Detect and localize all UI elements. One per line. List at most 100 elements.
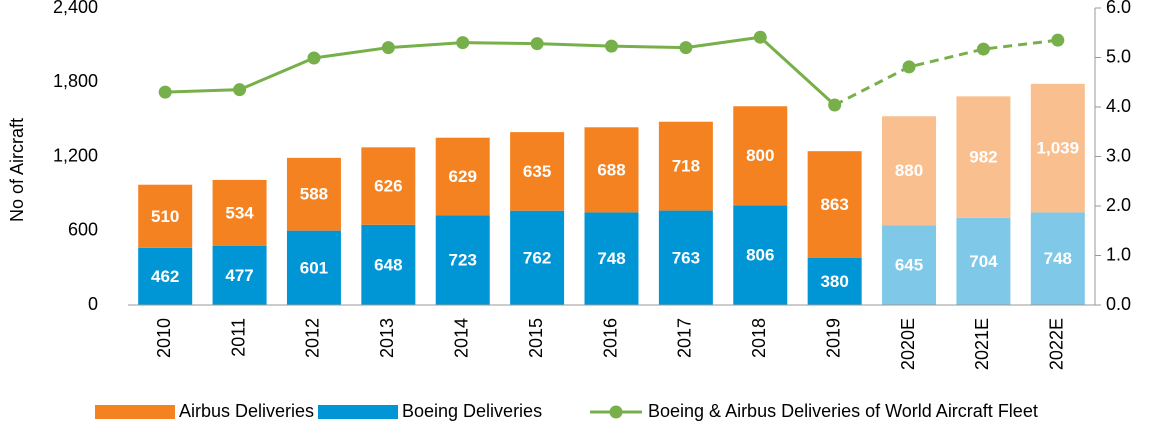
bar-segment: [882, 116, 937, 226]
data-label: 880: [895, 161, 923, 180]
data-label: 982: [969, 148, 997, 167]
data-label: 763: [672, 248, 700, 267]
line-solid: [165, 35, 836, 107]
y-axis-label: No of Aircraft: [7, 118, 27, 222]
bar-segment: [658, 121, 713, 211]
data-label: 800: [746, 146, 774, 165]
bar-segment: [510, 210, 565, 305]
legend-swatch: [318, 405, 398, 419]
bar-segment: [510, 132, 565, 211]
legend-swatch: [95, 405, 175, 419]
line-point: [828, 98, 842, 112]
line-point: [158, 85, 172, 99]
line-point: [530, 37, 544, 51]
line-point: [381, 41, 395, 55]
x-tick-label: 2021E: [972, 318, 992, 370]
data-label: 380: [820, 272, 848, 291]
line-point: [679, 41, 693, 55]
bar-segment: [956, 217, 1011, 305]
line-point: [456, 36, 470, 50]
x-tick-label: 2016: [600, 318, 620, 358]
y2-tick-label: 0.0: [1106, 294, 1131, 314]
x-tick-label: 2014: [451, 318, 471, 358]
x-tick-label: 2011: [228, 318, 248, 357]
data-label: 601: [300, 258, 328, 277]
bar-segment: [807, 257, 862, 305]
data-label: 629: [449, 167, 477, 186]
line-point: [307, 51, 321, 65]
y2-tick-label: 5.0: [1106, 46, 1131, 66]
bar-segment: [286, 230, 341, 305]
bar-segment: [286, 157, 341, 231]
y2-tick-label: 4.0: [1106, 96, 1131, 116]
data-label: 648: [374, 255, 402, 274]
data-label: 863: [820, 195, 848, 214]
bar-segment: [733, 205, 788, 305]
legend-label: Airbus Deliveries: [179, 401, 314, 421]
line-point: [976, 42, 990, 56]
bar-segment: [1030, 83, 1085, 213]
data-label: 688: [597, 160, 625, 179]
bar-segment: [212, 245, 267, 305]
bar-segment: [584, 127, 639, 213]
bar-segment: [882, 225, 937, 305]
line-point: [753, 30, 767, 44]
legend-label: Boeing & Airbus Deliveries of World Airc…: [648, 401, 1038, 421]
bar-segment: [138, 247, 193, 305]
y2-tick-label: 1.0: [1106, 244, 1131, 264]
data-label: 626: [374, 177, 402, 196]
bar-segment: [138, 184, 193, 248]
bar-segment: [361, 147, 416, 225]
x-tick-label: 2013: [377, 318, 397, 358]
y2-tick-label: 2.0: [1106, 195, 1131, 215]
data-label: 645: [895, 256, 923, 275]
bar-segment: [361, 224, 416, 305]
line-point: [233, 83, 247, 97]
line-point: [1051, 33, 1065, 47]
x-tick-label: 2020E: [898, 318, 918, 370]
data-label: 748: [597, 249, 625, 268]
data-label: 462: [151, 267, 179, 286]
y2-tick-label: 6.0: [1106, 0, 1131, 17]
data-label: 510: [151, 207, 179, 226]
legend-label: Boeing Deliveries: [402, 401, 542, 421]
x-tick-label: 2012: [303, 318, 323, 358]
x-tick-label: 2022E: [1047, 318, 1067, 370]
data-label: 718: [672, 157, 700, 176]
bar-segment: [435, 137, 490, 216]
y-tick-label: 2,400: [53, 0, 98, 17]
line-point: [902, 60, 916, 74]
y-tick-label: 0: [88, 294, 98, 314]
data-label: 635: [523, 162, 551, 181]
data-label: 762: [523, 248, 551, 267]
data-label: 704: [969, 252, 998, 271]
data-label: 748: [1044, 249, 1072, 268]
bar-segment: [584, 212, 639, 305]
x-tick-label: 2015: [526, 318, 546, 358]
bar-segment: [658, 210, 713, 305]
bar-segment: [212, 179, 267, 246]
bar-segment: [435, 215, 490, 305]
x-tick-label: 2010: [154, 318, 174, 358]
y-tick-label: 1,800: [53, 71, 98, 91]
y-tick-label: 1,200: [53, 145, 98, 165]
line-point: [605, 39, 618, 53]
bar-segment: [733, 106, 788, 206]
data-label: 534: [225, 203, 254, 222]
x-tick-label: 2018: [749, 318, 769, 358]
data-label: 1,039: [1037, 139, 1080, 158]
legend-swatch: [609, 405, 623, 419]
data-label: 588: [300, 185, 328, 204]
y-tick-label: 600: [68, 220, 98, 240]
data-label: 723: [449, 251, 477, 270]
line-dashed: [833, 38, 1058, 107]
data-label: 806: [746, 246, 774, 265]
bar-segment: [807, 151, 862, 258]
x-tick-label: 2017: [675, 318, 695, 358]
bar-segment: [956, 96, 1011, 218]
x-tick-label: 2019: [823, 318, 843, 358]
y2-tick-label: 3.0: [1106, 145, 1131, 165]
bar-segment: [1030, 212, 1085, 305]
data-label: 477: [225, 266, 253, 285]
